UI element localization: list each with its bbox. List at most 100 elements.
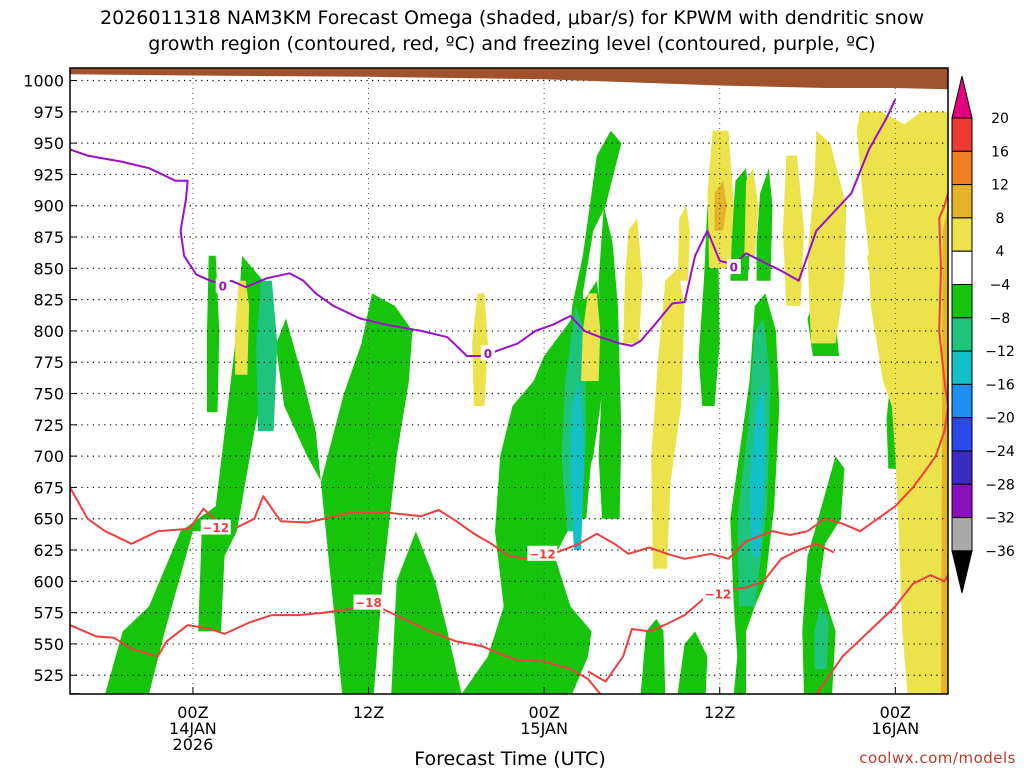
contour-label-bg-6 — [726, 259, 741, 275]
contour-labels: −18 −12 −12 −12 0 0 0 — [200, 259, 741, 610]
omega-region-19 — [814, 606, 829, 669]
contour-label-3: −12 — [705, 587, 732, 601]
omega-region-20 — [570, 381, 585, 550]
colorbar-label-0: 20 — [991, 111, 1009, 127]
freezing-level-contour — [70, 98, 897, 357]
y-tick-label-875: 875 — [33, 228, 64, 247]
x-tick-label-2-1: 15JAN — [520, 719, 568, 738]
y-tick-label-850: 850 — [33, 259, 64, 278]
colorbar-label-1: 16 — [991, 144, 1009, 160]
colorbar: 20 16 12 8 4 −4 −8 −12 −16 −20 −24 −28 −32 −36 — [951, 75, 1015, 594]
omega-region-32 — [581, 293, 601, 381]
contour-label-bg-0 — [353, 594, 384, 610]
x-tick-label-2-0: 00Z — [528, 703, 559, 722]
colorbar-swatch-8 — [951, 350, 973, 385]
chart-title-line1: 2026011318 NAM3KM Forecast Omega (shaded… — [100, 7, 924, 29]
credit-text: coolwx.com/models — [859, 749, 1016, 767]
contour-label-bg-3 — [702, 585, 733, 601]
omega-region-8 — [802, 456, 845, 694]
x-tick-label-4-1: 16JAN — [871, 719, 919, 738]
colorbar-label-2: 12 — [991, 178, 1009, 194]
colorbar-bottom-arrow — [951, 550, 973, 594]
colorbar-top-arrow — [951, 75, 973, 119]
y-tick-label-550: 550 — [33, 635, 64, 654]
colorbar-swatch-3 — [951, 184, 973, 219]
colorbar-label-11: −28 — [985, 477, 1015, 493]
dgz-contour-7 — [815, 574, 948, 694]
terrain-ground — [70, 68, 948, 90]
y-tick-label-700: 700 — [33, 447, 64, 466]
x-tick-label-1-0: 12Z — [353, 703, 384, 722]
chart-title-line2: growth region (contoured, red, ºC) and f… — [148, 33, 875, 55]
y-tick-label-825: 825 — [33, 291, 64, 310]
terrain-layer — [70, 68, 948, 90]
contour-label-0: −18 — [355, 596, 382, 610]
omega-region-24 — [807, 130, 847, 344]
x-tick-label-3-0: 12Z — [704, 703, 735, 722]
colorbar-swatch-6 — [951, 284, 973, 319]
dgz-contour-2 — [70, 486, 226, 545]
plot-frame — [69, 67, 949, 695]
dgz-contour-0 — [70, 601, 369, 658]
y-tick-label-625: 625 — [33, 541, 64, 560]
gridlines — [70, 68, 948, 694]
omega-region-23 — [867, 243, 913, 313]
omega-region-21 — [749, 381, 766, 557]
colorbar-label-7: −12 — [985, 344, 1015, 360]
omega-region-30 — [472, 293, 488, 406]
y-tick-label-925: 925 — [33, 165, 64, 184]
colorbar-swatch-2 — [951, 150, 973, 186]
y-tick-label-750: 750 — [33, 385, 64, 404]
x-tick-label-0-2: 2026 — [173, 735, 214, 754]
y-tick-label-725: 725 — [33, 416, 64, 435]
y-tick-label-600: 600 — [33, 572, 64, 591]
contour-lines — [70, 98, 948, 694]
y-axis: 525 550 575 600 625 650 675 700 725 750 775 800 825 8… — [23, 72, 77, 685]
dgz-contour-1 — [382, 607, 602, 694]
x-tick-label-0-1: 14JAN — [169, 719, 217, 738]
omega-region-1 — [391, 531, 462, 694]
y-tick-label-950: 950 — [33, 134, 64, 153]
omega-region-6 — [677, 631, 708, 694]
colorbar-label-6: −8 — [990, 311, 1011, 327]
colorbar-swatch-7 — [951, 317, 973, 352]
omega-region-13 — [207, 255, 220, 413]
colorbar-swatch-10 — [951, 417, 973, 452]
y-tick-label-775: 775 — [33, 353, 64, 372]
colorbar-label-10: −24 — [985, 444, 1015, 460]
colorbar-swatch-11 — [951, 450, 973, 485]
contour-label-6: 0 — [730, 261, 738, 275]
omega-region-16 — [256, 280, 278, 432]
y-tick-label-975: 975 — [33, 103, 64, 122]
colorbar-label-13: −36 — [985, 544, 1015, 560]
omega-region-35 — [941, 205, 948, 694]
dgz-contour-4 — [712, 542, 835, 592]
omega-region-26 — [651, 268, 685, 569]
colorbar-label-5: −4 — [990, 278, 1011, 294]
omega-region-31 — [235, 280, 250, 375]
x-tick-label-4-0: 00Z — [880, 703, 911, 722]
colorbar-swatch-5 — [951, 250, 973, 285]
colorbar-label-12: −32 — [985, 511, 1015, 527]
omega-region-25 — [782, 155, 804, 306]
colorbar-label-8: −16 — [985, 377, 1015, 393]
contour-label-bg-2 — [527, 545, 558, 561]
x-tick-label-0-0: 00Z — [177, 703, 208, 722]
y-tick-label-675: 675 — [33, 478, 64, 497]
omega-region-0 — [105, 255, 413, 694]
colorbar-swatch-1 — [951, 117, 973, 152]
contour-label-bg-4 — [215, 277, 230, 293]
contour-label-bg-5 — [480, 345, 495, 361]
contour-label-bg-1 — [200, 519, 231, 535]
dgz-contour-3 — [236, 192, 948, 560]
omega-region-28 — [677, 205, 690, 281]
colorbar-label-9: −20 — [985, 411, 1015, 427]
omega-region-4 — [598, 205, 622, 519]
y-tick-label-1000: 1000 — [23, 72, 64, 91]
y-tick-label-575: 575 — [33, 604, 64, 623]
dgz-contour-6 — [587, 593, 710, 683]
contour-label-5: 0 — [484, 347, 492, 361]
y-tick-label-800: 800 — [33, 322, 64, 341]
